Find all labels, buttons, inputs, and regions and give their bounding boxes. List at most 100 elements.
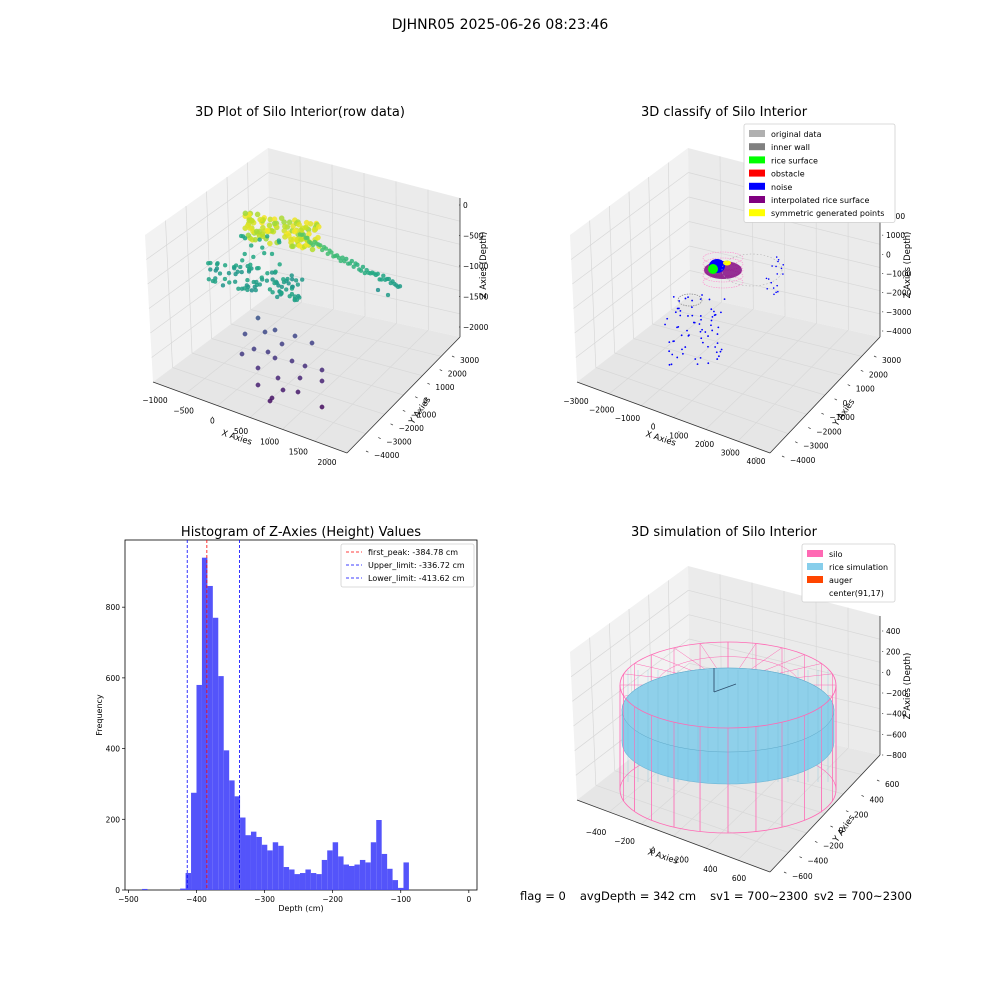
data-point <box>265 234 270 239</box>
histogram-bar <box>305 869 311 890</box>
data-point <box>300 277 305 282</box>
symmetric-points <box>723 260 731 266</box>
tick-label: 500 <box>234 427 249 436</box>
data-point <box>284 287 289 292</box>
original-data-ring <box>721 253 783 287</box>
x-axis-label: X Axies <box>646 847 679 866</box>
data-point <box>285 276 290 282</box>
data-point <box>286 219 293 225</box>
noise-point <box>776 284 778 287</box>
noise-point <box>716 333 719 335</box>
noise-point <box>715 351 718 354</box>
tick-label: −1000 <box>411 410 437 419</box>
tick-label: −200 <box>823 841 844 850</box>
noise-point <box>668 350 671 353</box>
sv2-text: sv2 = 700~2300 <box>814 889 912 903</box>
tick-label: 400 <box>703 865 718 874</box>
data-point <box>315 224 322 230</box>
data-point <box>242 236 248 241</box>
tick-mark <box>439 369 443 372</box>
data-point <box>242 331 248 337</box>
tick-label: 3000 <box>882 356 901 365</box>
legend-swatch <box>807 589 823 596</box>
data-point <box>253 228 260 235</box>
data-point <box>291 228 298 235</box>
histogram-bar <box>299 873 306 890</box>
axis-line <box>769 336 881 454</box>
grid-line <box>671 309 862 357</box>
z-axis-label: Z Axies (Depth) <box>903 653 913 720</box>
noise-point <box>666 317 669 320</box>
histogram-bar <box>338 856 344 890</box>
data-point <box>251 346 257 352</box>
tick-mark <box>365 450 369 453</box>
grid-line <box>570 172 689 260</box>
noise-point <box>687 296 689 299</box>
histogram-bar <box>142 888 148 890</box>
noise-point <box>782 273 784 275</box>
noise-point <box>782 264 785 266</box>
legend-label: auger <box>829 576 853 585</box>
noise-point <box>700 337 703 340</box>
noise-point <box>710 319 713 322</box>
x-tick-label: −100 <box>390 895 411 904</box>
tick-label: 0 <box>651 846 656 855</box>
silo-ring <box>702 251 744 265</box>
data-point <box>292 333 298 339</box>
legend-label: original data <box>771 130 822 139</box>
data-point <box>244 283 249 288</box>
noise-point <box>672 296 675 298</box>
data-point <box>208 267 213 272</box>
tick-mark <box>821 412 824 415</box>
data-point <box>249 218 255 224</box>
legend-label: rice simulation <box>829 563 888 572</box>
data-point <box>273 269 278 274</box>
floor-pane <box>153 295 460 453</box>
noise-point <box>682 352 684 355</box>
data-point <box>264 227 271 234</box>
data-point <box>227 280 232 285</box>
legend-box <box>743 123 896 223</box>
tick-label: 0 <box>886 250 891 259</box>
data-point <box>298 236 304 243</box>
histogram-bar <box>365 862 371 890</box>
data-point <box>208 260 213 266</box>
data-point <box>289 358 295 364</box>
tick-label: 2000 <box>695 440 714 449</box>
noise-point <box>699 330 702 333</box>
data-point <box>272 280 277 286</box>
data-point <box>277 289 282 294</box>
noise-point <box>773 293 775 296</box>
tick-mark <box>781 455 785 458</box>
data-point <box>255 382 261 388</box>
histogram-bar <box>207 585 213 890</box>
page-title: DJHNR05 2025-06-26 08:23:46 <box>391 17 609 33</box>
noise-point <box>678 300 681 302</box>
data-point <box>379 277 384 282</box>
noise-point <box>780 267 783 270</box>
data-point <box>272 355 278 361</box>
noise-point <box>720 311 722 314</box>
tick-label: 0 <box>839 826 844 835</box>
plot-frame <box>124 539 478 891</box>
grid-line <box>146 172 269 260</box>
data-point <box>255 365 261 371</box>
histogram-bar <box>332 842 339 890</box>
tick-mark <box>873 355 877 358</box>
noise-point <box>710 324 712 327</box>
data-point <box>242 210 249 217</box>
legend-label: obstacle <box>771 170 805 179</box>
data-point <box>247 266 252 271</box>
panel-simulation: 3D simulation of Silo Interior −400 −200 0 2… <box>570 525 913 883</box>
data-point <box>323 246 329 251</box>
noise-point <box>668 363 671 366</box>
data-point <box>262 329 268 335</box>
data-point <box>265 349 271 355</box>
noise-point <box>674 311 677 314</box>
data-point <box>303 219 310 226</box>
data-point <box>269 251 275 257</box>
data-point <box>309 246 316 253</box>
tick-label: 1000 <box>856 385 875 394</box>
tick-label: 2000 <box>886 212 905 221</box>
tick-label: −3000 <box>803 442 829 451</box>
